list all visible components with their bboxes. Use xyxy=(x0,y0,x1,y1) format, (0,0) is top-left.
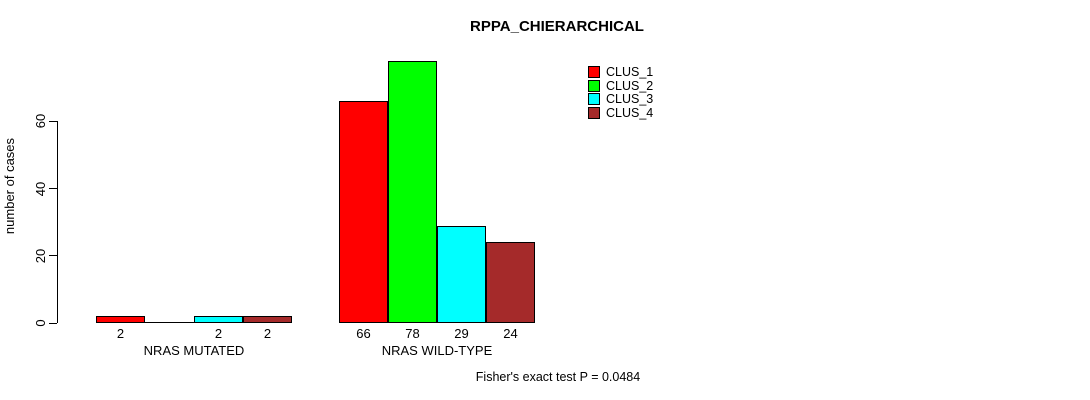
legend-label-clus-3: CLUS_3 xyxy=(606,92,654,107)
x-group-label-nras-wild-type: NRAS WILD-TYPE xyxy=(381,343,493,358)
bar-value-label: 66 xyxy=(356,326,371,341)
legend-label-clus-1: CLUS_1 xyxy=(606,65,654,79)
bar-value-label: 78 xyxy=(405,326,420,341)
bar-clus-3-nras-wild-type xyxy=(437,226,486,323)
bar-value-label: 24 xyxy=(503,326,518,341)
bar-clus-2-nras-wild-type xyxy=(388,61,437,323)
y-tick-label: 20 xyxy=(33,248,48,264)
bar-clus-1-nras-mutated xyxy=(96,316,145,323)
y-tick-mark xyxy=(49,322,57,324)
y-tick-label: 60 xyxy=(33,114,48,129)
y-tick-mark xyxy=(49,255,57,257)
y-tick-mark xyxy=(49,120,57,122)
x-group-label-nras-mutated: NRAS MUTATED xyxy=(143,343,245,358)
legend-label-clus-4: CLUS_4 xyxy=(606,106,654,121)
legend-label-clus-2: CLUS_2 xyxy=(606,78,654,93)
bar-clus-1-nras-wild-type xyxy=(339,101,388,323)
bar-value-label: 2 xyxy=(263,326,272,341)
y-axis-label: number of cases xyxy=(2,137,17,235)
legend-swatch-clus-2 xyxy=(588,79,600,92)
y-tick-mark xyxy=(49,188,57,190)
bar-zero-line-clus-2-nras-mutated xyxy=(145,322,194,323)
bar-value-label: 2 xyxy=(214,326,223,341)
annotation-fisher-test: Fisher's exact test P = 0.0484 xyxy=(475,370,641,384)
y-tick-label: 0 xyxy=(33,319,48,327)
y-axis-line xyxy=(57,121,58,323)
bar-clus-3-nras-mutated xyxy=(194,316,243,323)
bar-value-label: 29 xyxy=(454,326,469,341)
legend-swatch-clus-3 xyxy=(588,93,600,106)
bar-value-label: 2 xyxy=(116,326,125,341)
bar-clus-4-nras-mutated xyxy=(243,316,292,323)
chart-title: RPPA_CHIERARCHICAL xyxy=(470,18,644,35)
legend-swatch-clus-1 xyxy=(588,66,600,78)
bar-clus-4-nras-wild-type xyxy=(486,242,535,323)
legend-swatch-clus-4 xyxy=(588,107,600,120)
y-tick-label: 40 xyxy=(33,181,48,196)
